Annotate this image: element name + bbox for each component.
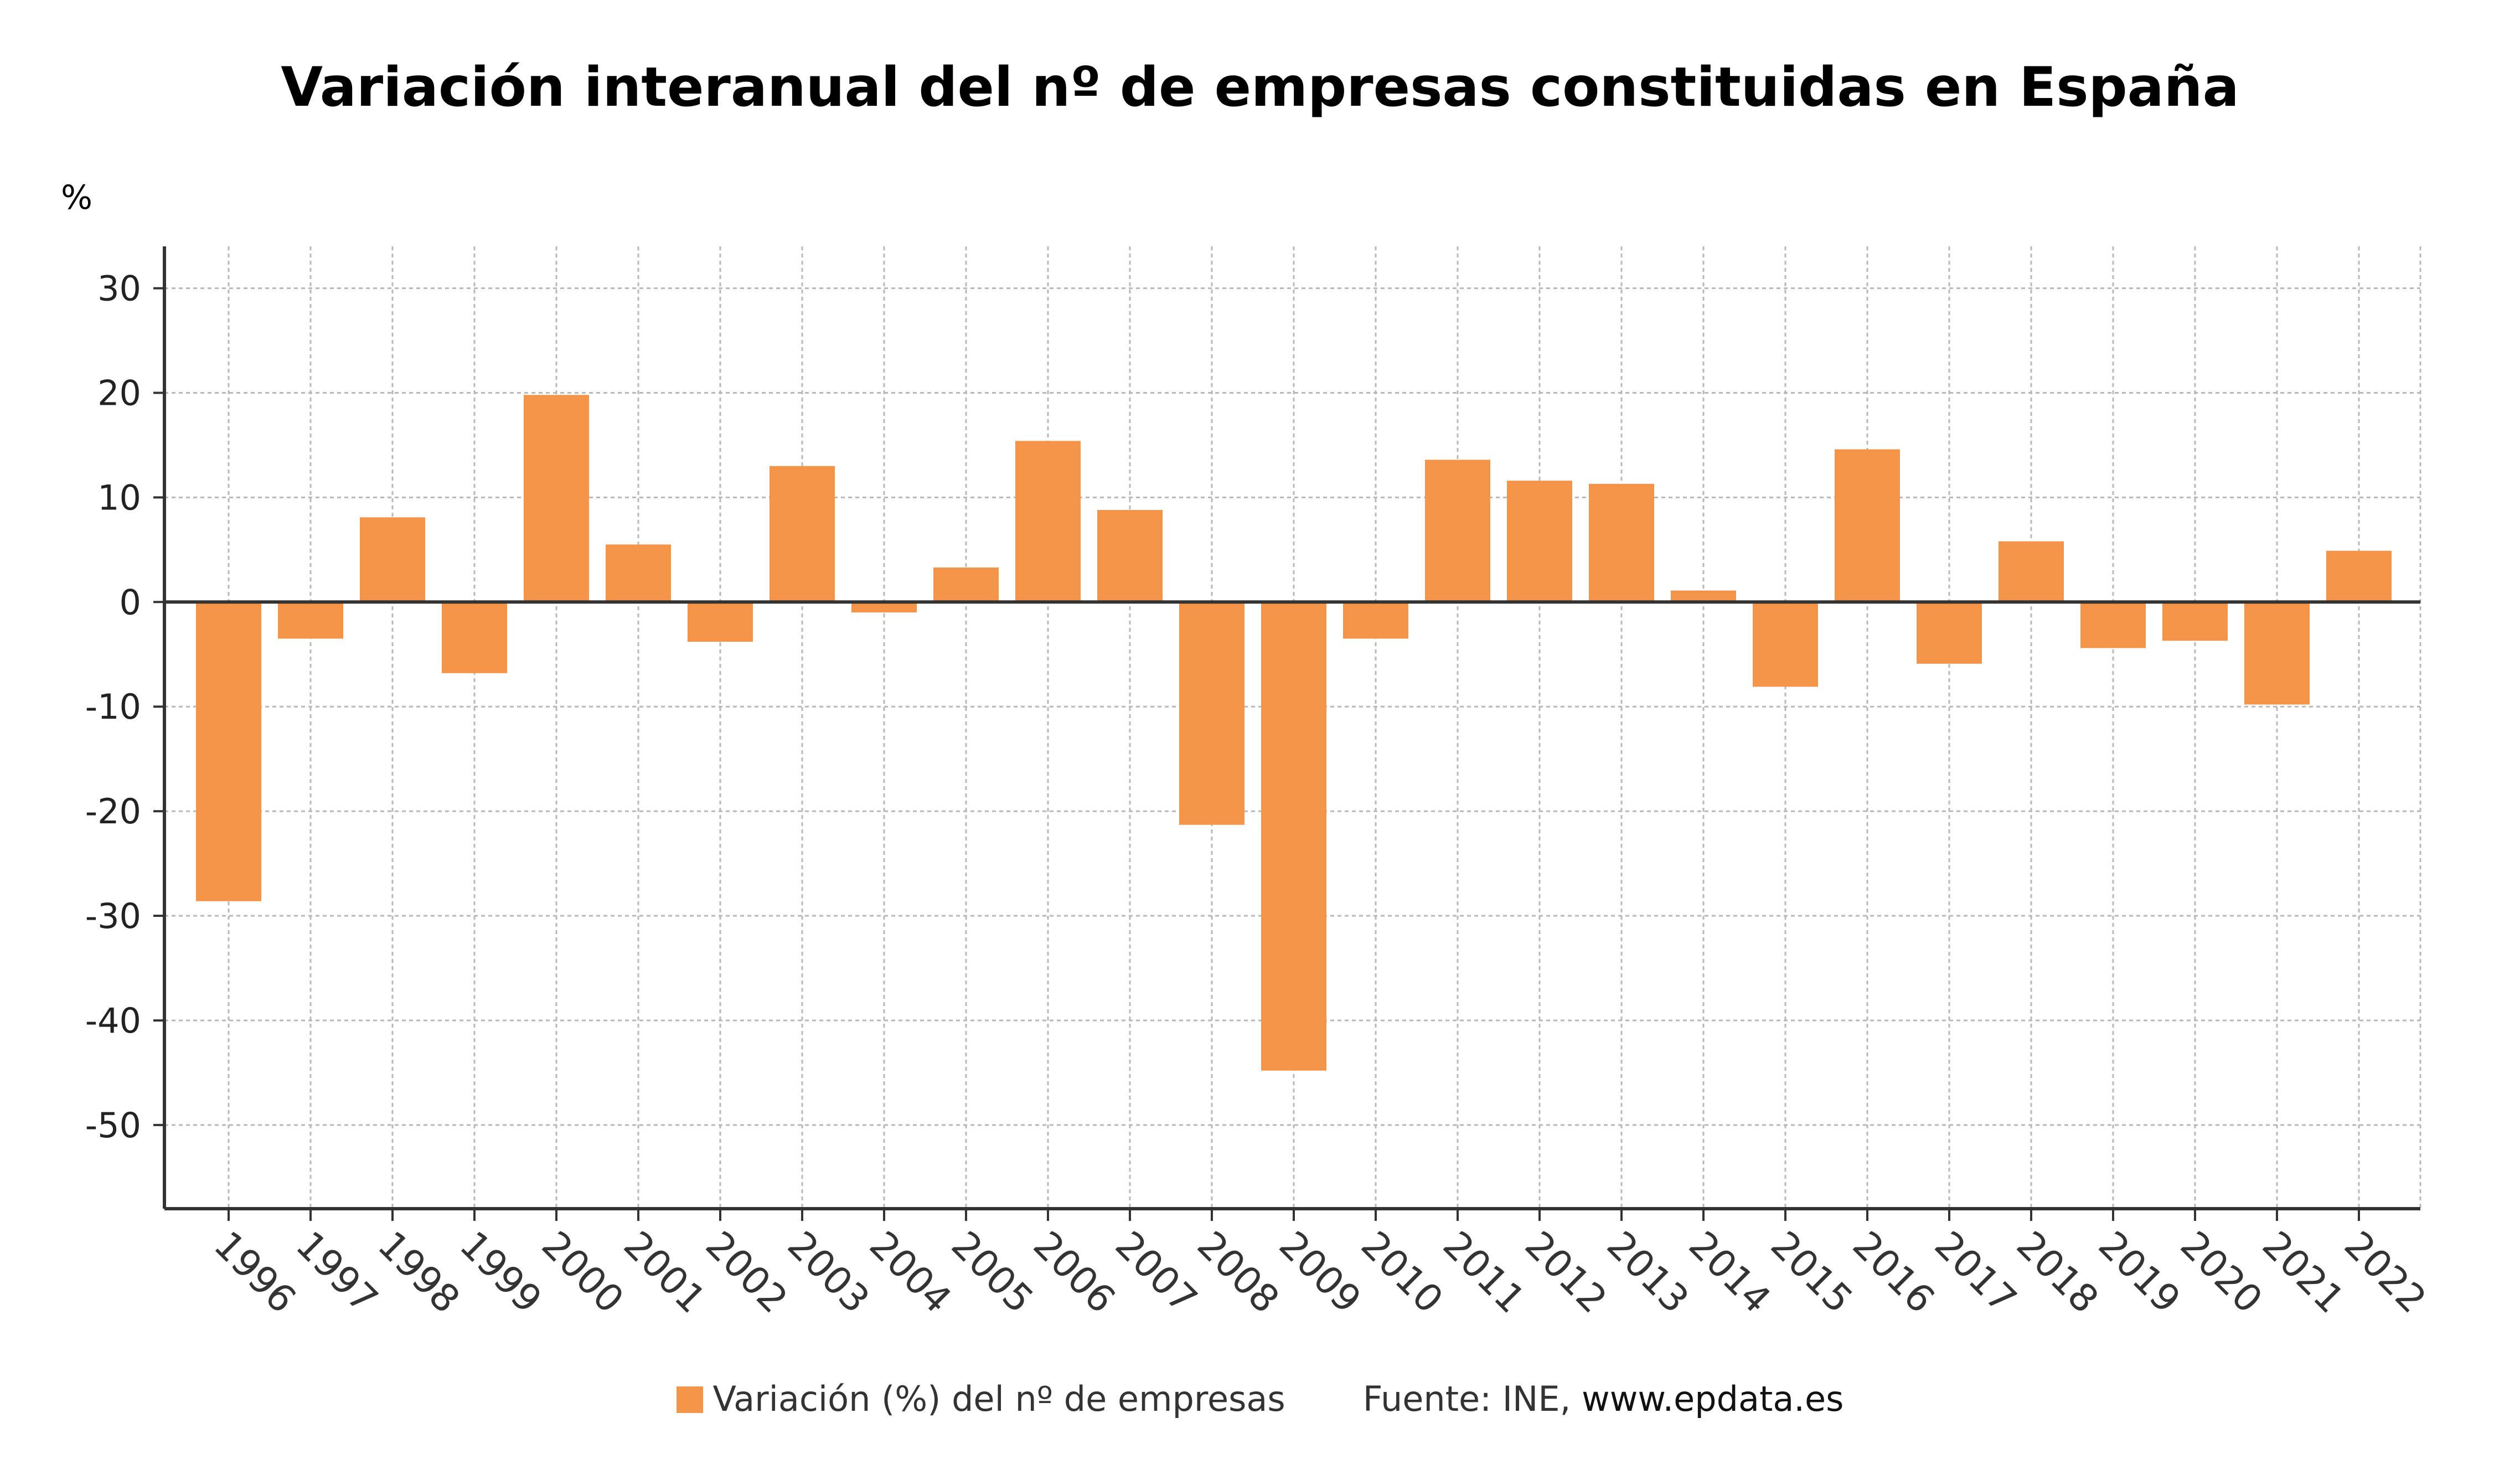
x-tick-label: 2004 <box>861 1223 959 1322</box>
x-tick-label: 2001 <box>615 1223 714 1322</box>
bar-2022 <box>2326 550 2392 602</box>
bar-2019 <box>2080 602 2146 648</box>
x-tick-label: 2002 <box>697 1223 796 1322</box>
bar-2001 <box>606 544 671 602</box>
x-tick-label: 1996 <box>205 1223 304 1322</box>
bar-2020 <box>2162 602 2228 641</box>
x-tick-labels: 1996199719981999200020012002200320042005… <box>205 1223 2434 1322</box>
bar-2011 <box>1425 460 1490 602</box>
bars <box>196 395 2392 1071</box>
y-tick-label: -40 <box>85 1001 141 1041</box>
x-tick-label: 2021 <box>2254 1223 2352 1322</box>
x-tick-label: 1999 <box>451 1223 550 1322</box>
y-tick-labels: 30 20 10 0 -10 -20 -30 -40 -50 <box>85 269 141 1146</box>
x-tick-label: 2020 <box>2172 1223 2270 1322</box>
bar-2017 <box>1917 602 1982 664</box>
x-tick-label: 2012 <box>1516 1223 1615 1322</box>
x-tick-label: 2019 <box>2090 1223 2188 1322</box>
legend-label: Variación (%) del nº de empresas <box>712 1379 1285 1419</box>
bar-1997 <box>278 602 343 639</box>
x-tick-label: 2008 <box>1189 1223 1287 1322</box>
bar-2014 <box>1671 590 1736 602</box>
x-tick-label: 2014 <box>1680 1223 1779 1322</box>
bar-2007 <box>1097 510 1163 602</box>
bar-2021 <box>2244 602 2310 705</box>
legend-swatch <box>676 1386 703 1413</box>
y-tick-label: 10 <box>97 477 141 518</box>
x-tick-label: 2003 <box>779 1223 877 1322</box>
axes <box>153 246 2420 1221</box>
bar-1996 <box>196 602 261 901</box>
x-tick-label: 2009 <box>1271 1223 1369 1322</box>
x-tick-label: 2011 <box>1434 1223 1533 1322</box>
source-prefix: Fuente: INE, <box>1362 1379 1571 1419</box>
bar-2006 <box>1015 441 1081 602</box>
bar-2008 <box>1179 602 1244 825</box>
bar-2018 <box>1999 541 2064 602</box>
x-tick-label: 2017 <box>1926 1223 2025 1322</box>
bar-2009 <box>1261 602 1326 1071</box>
y-tick-label: -30 <box>85 896 141 936</box>
bar-2013 <box>1589 483 1654 602</box>
bar-2000 <box>524 395 589 602</box>
x-tick-label: 2007 <box>1107 1223 1205 1322</box>
x-tick-label: 2010 <box>1352 1223 1451 1322</box>
bar-1998 <box>360 517 425 602</box>
bar-2002 <box>688 602 753 642</box>
x-tick-label: 2022 <box>2336 1223 2434 1322</box>
chart-title: Variación interanual del nº de empresas … <box>281 56 2239 119</box>
source-site: www.epdata.es <box>1582 1379 1844 1419</box>
bar-2003 <box>770 466 835 602</box>
bar-2012 <box>1507 481 1572 602</box>
y-tick-label: -10 <box>85 687 141 727</box>
bar-2005 <box>933 567 999 602</box>
y-tick-label: 0 <box>120 582 141 622</box>
bar-2015 <box>1753 602 1818 687</box>
x-tick-label: 2018 <box>2008 1223 2106 1322</box>
x-tick-label: 2016 <box>1844 1223 1943 1322</box>
x-tick-label: 2005 <box>943 1223 1041 1322</box>
y-axis-unit-label: % <box>61 178 93 217</box>
grid-lines <box>164 246 2421 1209</box>
bar-2016 <box>1835 449 1900 602</box>
x-tick-label: 2006 <box>1025 1223 1123 1322</box>
y-tick-label: 20 <box>97 373 141 413</box>
x-tick-label: 1998 <box>369 1223 468 1322</box>
bar-2004 <box>851 602 917 613</box>
x-tick-label: 2000 <box>533 1223 632 1322</box>
y-tick-label: -20 <box>85 791 141 832</box>
bar-2010 <box>1343 602 1408 639</box>
x-tick-label: 2015 <box>1762 1223 1861 1322</box>
x-tick-label: 1997 <box>287 1223 386 1322</box>
chart-footer: Variación (%) del nº de empresas Fuente: … <box>0 1379 2520 1419</box>
y-tick-label: 30 <box>97 269 141 309</box>
y-tick-label: -50 <box>85 1105 141 1146</box>
bar-1999 <box>442 602 507 673</box>
x-tick-label: 2013 <box>1598 1223 1697 1322</box>
